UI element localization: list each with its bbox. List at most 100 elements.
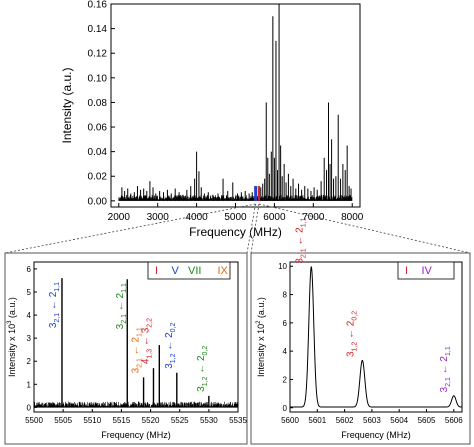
y-tick-label: 0.02 <box>88 172 108 183</box>
transition-label-part: ← <box>115 298 126 314</box>
transition-label: 31,2 ← 20,2 <box>196 346 209 392</box>
x-tick-label: 6000 <box>263 212 286 223</box>
transition-label-part: 4 <box>140 358 151 364</box>
transition-label-part: 2,1 <box>300 248 307 258</box>
x-tick-label: 5535 <box>229 416 247 425</box>
transition-label-part: 1,2 <box>170 353 177 363</box>
transition-label-part: ← <box>48 297 59 313</box>
transition-label-part: 3 <box>294 258 305 264</box>
transition-label-part: 3 <box>345 351 356 357</box>
y-tick-label: 2 <box>283 375 288 384</box>
y-tick-label: 0.14 <box>88 24 108 35</box>
zoom-spectrum-left-panel: 5500 5505 5510 5515 5520 5525 5530 5535 0 1 2 3 4 5 6 F… <box>4 252 248 445</box>
x-tick-label: 5510 <box>83 416 101 425</box>
highlight-region <box>258 186 261 201</box>
transition-label-part: 1,1 <box>121 283 128 293</box>
y-tick-label: 5 <box>27 288 32 297</box>
x-tick-label: 5000 <box>224 212 247 223</box>
x-tick-label: 7000 <box>302 212 325 223</box>
spectrum-curve <box>290 265 462 408</box>
transition-label-part: ← <box>140 333 151 349</box>
transition-label-part: 2,1 <box>54 313 61 323</box>
noise-lines <box>33 401 239 408</box>
transition-label: 32,1 ← 21,1 <box>115 283 128 329</box>
x-tick-label: 8000 <box>341 212 364 223</box>
transition-label-part: 1,3 <box>146 349 153 359</box>
y-tick-label: 6 <box>283 319 288 328</box>
y-tick-label: 0 <box>283 404 288 413</box>
zoom-connector-lines <box>4 203 471 254</box>
transition-label: 31,2 ← 20,2 <box>164 323 177 369</box>
zoom-connector <box>250 203 260 254</box>
y-tick-label: 2 <box>27 357 32 366</box>
x-tick-label: 5600 <box>281 416 299 425</box>
transition-label-part: 1,1 <box>445 346 452 356</box>
legend-entry: VII <box>188 265 201 277</box>
y-tick-label: 0.12 <box>88 49 108 60</box>
y-tick-label: 4 <box>27 311 32 320</box>
plot-frame <box>110 3 361 208</box>
y-axis-label-unit: (a.u.) <box>7 297 17 321</box>
transition-label-part: 2,2 <box>146 318 153 328</box>
transition-label-part: 1,2 <box>202 376 209 386</box>
y-tick-label: 0.06 <box>88 123 108 134</box>
transition-label-part: 2,1 <box>137 358 144 368</box>
x-tick-label: 5505 <box>54 416 72 425</box>
x-tick-label: 5601 <box>308 416 326 425</box>
transition-label-part: 2 <box>131 337 142 343</box>
highlight-region <box>254 186 258 201</box>
overview-spectrum-panel: 2000 3000 4000 5000 6000 7000 8000 0.00 0.02 0.04… <box>60 0 364 239</box>
y-tick-label: 8 <box>283 291 288 300</box>
legend-entry: IV <box>422 265 433 277</box>
y-tick-label: 4 <box>283 347 288 356</box>
transition-label-part: 2 <box>294 227 305 233</box>
x-tick-label: 5515 <box>113 416 131 425</box>
y-tick-label: 1 <box>27 380 32 389</box>
transition-label: 32,1 ← 21,1 <box>439 346 452 392</box>
x-tick-label: 5500 <box>25 416 43 425</box>
legend-box <box>147 261 231 280</box>
zoom-connector <box>246 203 256 254</box>
y-tick-label: 10 <box>278 262 287 271</box>
transition-label-part: 0,2 <box>170 323 177 333</box>
transition-label-part: 1,1 <box>137 327 144 337</box>
y-axis-label-exponent: 3 <box>7 320 13 324</box>
transition-label-part: 2 <box>345 320 356 326</box>
y-tick-label: 0.00 <box>88 196 108 207</box>
transition-label: 41,3 ← 32,2 <box>140 318 153 364</box>
transition-label-part: 3 <box>196 386 207 392</box>
y-axis-label: Intensity x 103 (a.u.) <box>7 297 17 377</box>
y-tick-label: 0 <box>27 403 32 412</box>
transition-label-part: 2 <box>439 356 450 362</box>
x-axis-label: Frequency (MHz) <box>189 225 282 239</box>
transition-label-part: 2,1 <box>445 377 452 387</box>
x-tick-label: 5520 <box>142 416 160 425</box>
panel-border <box>4 252 248 445</box>
x-tick-label: 3000 <box>147 212 170 223</box>
transition-label-part: ← <box>345 326 356 342</box>
legend-entry: I <box>405 265 408 277</box>
transition-label-part: 3 <box>439 386 450 392</box>
y-tick-label: 0.04 <box>88 147 108 158</box>
transition-label-part: 3 <box>164 363 175 369</box>
x-tick-label: 5605 <box>418 416 436 425</box>
transition-label: 32,1 ← 21,1 <box>131 327 144 373</box>
legend-box <box>397 261 455 280</box>
zoom-connector <box>258 203 471 254</box>
transition-label-part: 0,2 <box>351 311 358 321</box>
y-axis-label-text: Intensity x 10 <box>256 324 266 377</box>
y-axis-label-unit: (a.u.) <box>256 297 266 321</box>
legend-entry: V <box>172 265 180 277</box>
y-axis-label: Intensity x 102 (a.u.) <box>256 297 266 377</box>
x-tick-label: 5602 <box>336 416 354 425</box>
y-tick-label: 3 <box>27 334 32 343</box>
transition-label-part: ← <box>164 338 175 354</box>
transition-label-part: 3 <box>131 367 142 373</box>
transition-label-part: 2 <box>48 291 59 297</box>
y-tick-label: 0.16 <box>88 0 108 11</box>
transition-label-part: 3 <box>48 322 59 328</box>
x-tick-label: 4000 <box>185 212 208 223</box>
transition-label-part: 1,1 <box>300 217 307 227</box>
transition-label-part: ← <box>294 233 305 249</box>
